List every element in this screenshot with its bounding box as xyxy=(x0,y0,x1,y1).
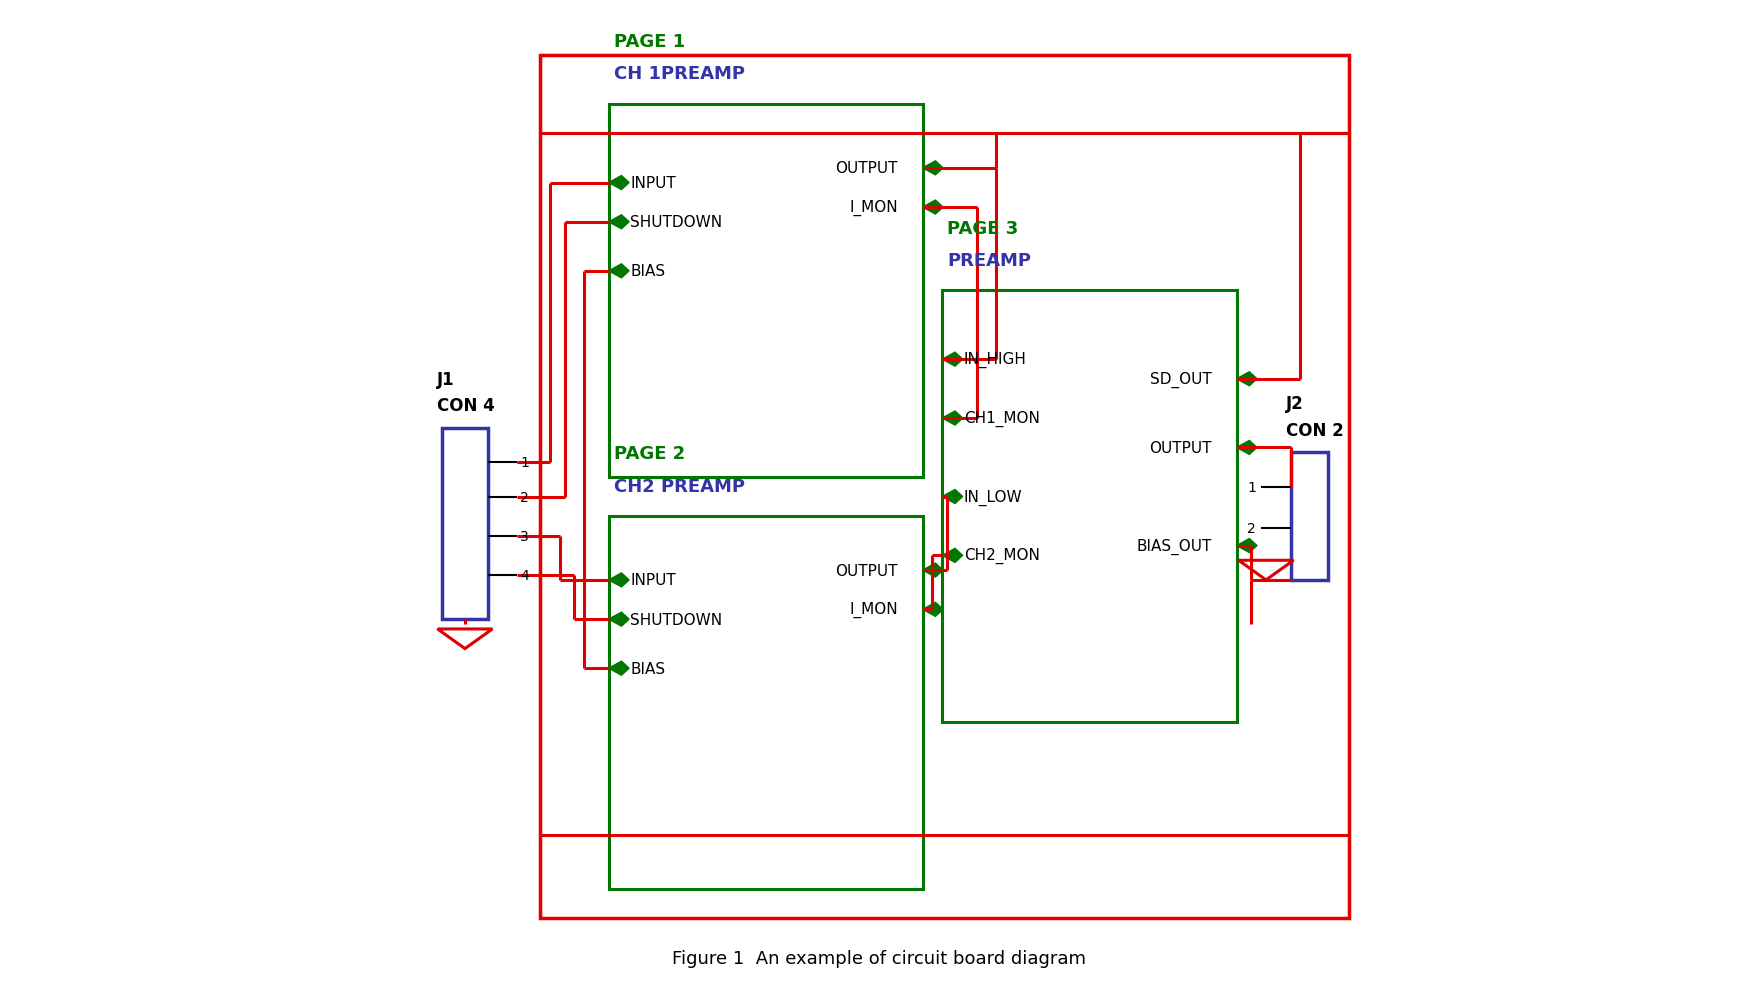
Text: OUTPUT: OUTPUT xyxy=(1149,440,1212,455)
Text: BIAS_OUT: BIAS_OUT xyxy=(1137,538,1212,554)
Text: CON 2: CON 2 xyxy=(1286,421,1344,439)
Text: BIAS: BIAS xyxy=(631,661,666,676)
Polygon shape xyxy=(1239,561,1293,580)
Text: CH 1PREAMP: CH 1PREAMP xyxy=(613,66,745,83)
Polygon shape xyxy=(608,574,629,587)
Text: 2: 2 xyxy=(1247,522,1256,536)
Bar xyxy=(942,291,1237,723)
Text: 1: 1 xyxy=(520,455,529,470)
Polygon shape xyxy=(942,412,963,425)
Polygon shape xyxy=(942,549,963,563)
Polygon shape xyxy=(1237,539,1256,553)
Polygon shape xyxy=(1237,441,1256,455)
Polygon shape xyxy=(942,353,963,367)
Polygon shape xyxy=(1237,373,1256,387)
Bar xyxy=(443,428,488,619)
Text: CON 4: CON 4 xyxy=(437,397,495,414)
Text: OUTPUT: OUTPUT xyxy=(836,563,898,578)
Polygon shape xyxy=(922,602,944,616)
Text: PAGE 3: PAGE 3 xyxy=(947,220,1019,238)
Text: CH1_MON: CH1_MON xyxy=(965,411,1040,426)
Polygon shape xyxy=(922,162,944,176)
Text: PAGE 2: PAGE 2 xyxy=(613,444,685,462)
Text: IN_HIGH: IN_HIGH xyxy=(965,352,1026,368)
Text: I_MON: I_MON xyxy=(849,200,898,216)
Text: PREAMP: PREAMP xyxy=(947,251,1031,269)
Polygon shape xyxy=(437,629,492,649)
Polygon shape xyxy=(922,201,944,215)
Text: SHUTDOWN: SHUTDOWN xyxy=(631,612,722,627)
Polygon shape xyxy=(608,216,629,230)
Text: IN_LOW: IN_LOW xyxy=(965,489,1023,505)
Text: BIAS: BIAS xyxy=(631,264,666,279)
Text: 1: 1 xyxy=(1247,480,1256,494)
Text: 3: 3 xyxy=(520,529,529,543)
Text: INPUT: INPUT xyxy=(631,573,676,587)
Text: Figure 1  An example of circuit board diagram: Figure 1 An example of circuit board dia… xyxy=(671,949,1086,967)
Text: OUTPUT: OUTPUT xyxy=(836,161,898,176)
Text: SD_OUT: SD_OUT xyxy=(1151,372,1212,388)
Bar xyxy=(608,105,922,477)
Text: PAGE 1: PAGE 1 xyxy=(613,33,685,51)
Text: 2: 2 xyxy=(520,490,529,504)
Text: J1: J1 xyxy=(437,371,455,389)
Polygon shape xyxy=(608,662,629,676)
Text: CH2 PREAMP: CH2 PREAMP xyxy=(613,477,745,495)
Polygon shape xyxy=(922,564,944,578)
Text: I_MON: I_MON xyxy=(849,601,898,618)
Text: SHUTDOWN: SHUTDOWN xyxy=(631,215,722,230)
Bar xyxy=(1291,453,1328,580)
Polygon shape xyxy=(942,490,963,504)
Text: J2: J2 xyxy=(1286,395,1304,413)
Text: INPUT: INPUT xyxy=(631,176,676,191)
Polygon shape xyxy=(608,176,629,191)
Text: 4: 4 xyxy=(520,569,529,582)
Bar xyxy=(539,56,1349,918)
Polygon shape xyxy=(608,264,629,278)
Polygon shape xyxy=(608,612,629,626)
Text: CH2_MON: CH2_MON xyxy=(965,548,1040,564)
Bar xyxy=(608,517,922,889)
